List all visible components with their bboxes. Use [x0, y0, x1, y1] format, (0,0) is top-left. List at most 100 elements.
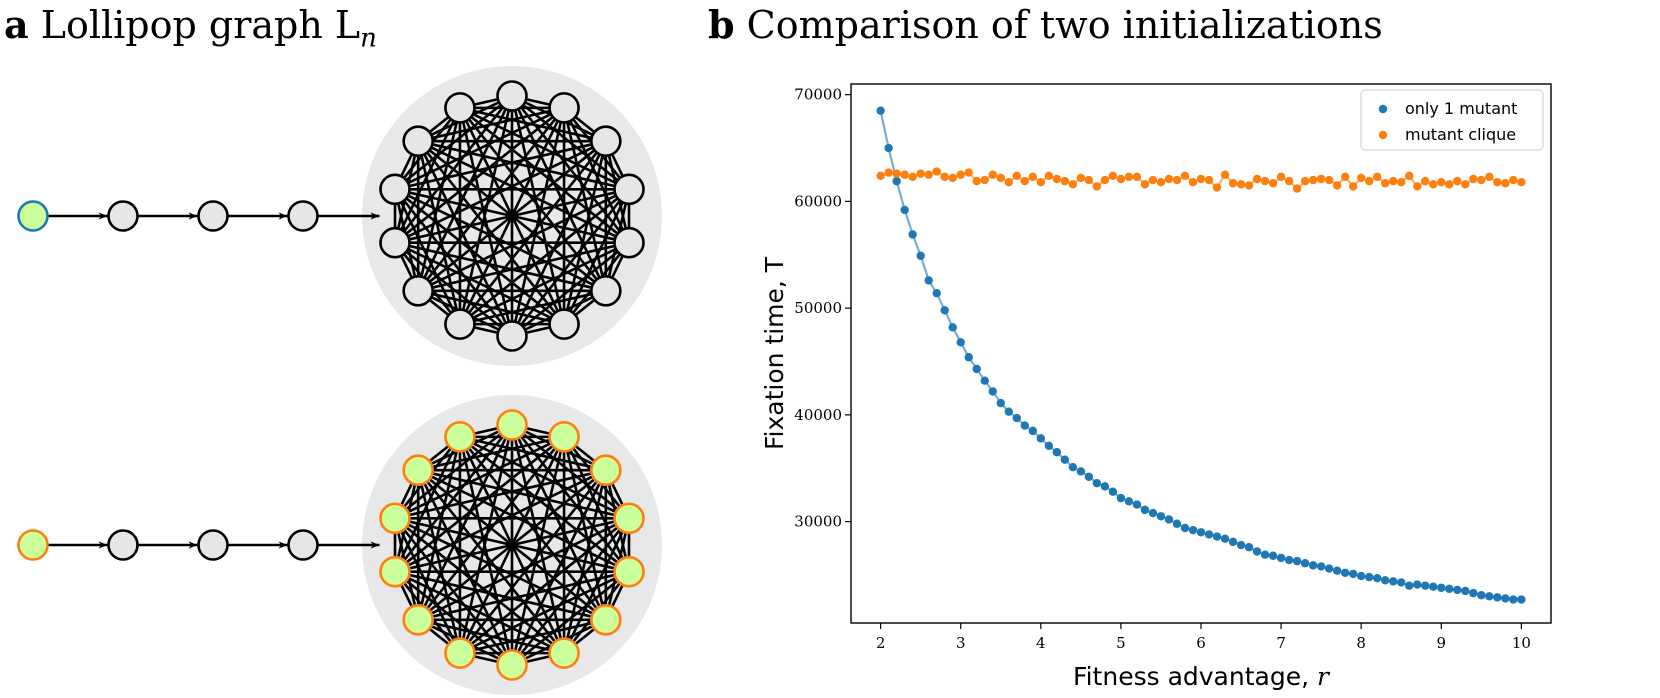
data-point [988, 387, 997, 396]
clique-edge [511, 423, 630, 520]
data-point [1124, 172, 1134, 182]
clique-edge [459, 435, 630, 573]
resident-path-node [287, 200, 319, 232]
clique-edge [393, 188, 514, 337]
data-point [892, 176, 901, 186]
data-point [1236, 180, 1246, 189]
series-mutant-clique [876, 167, 1526, 193]
x-tick-label: 7 [1276, 634, 1286, 652]
data-point [932, 167, 941, 176]
clique-edge [562, 517, 631, 654]
mutant-clique-node [379, 502, 411, 535]
clique-edge [416, 107, 462, 292]
panel-b-fixation-chart: b Comparison of two initializations 2 3 4 5… [708, 0, 1660, 698]
plot-frame [850, 83, 1552, 624]
clique-edge [417, 106, 565, 143]
x-axis-label-variable: r [1317, 662, 1331, 691]
resident-path-node [197, 529, 229, 561]
data-point [1036, 177, 1046, 187]
data-point [1364, 176, 1374, 186]
data-point [1132, 172, 1142, 182]
data-point [1116, 493, 1126, 503]
x-tick-label: 4 [1036, 634, 1046, 652]
data-point [1340, 568, 1350, 578]
data-point [1252, 174, 1262, 184]
x-tick-label: 8 [1356, 634, 1366, 652]
data-point [1413, 580, 1422, 589]
data-point [1485, 172, 1494, 182]
resident-clique-node [379, 173, 411, 206]
mutant-clique-node [402, 454, 434, 486]
clique-edge [459, 106, 630, 191]
data-point [1260, 550, 1270, 559]
legend-box [1360, 89, 1544, 151]
data-point [940, 306, 949, 315]
x-tick-label: 3 [956, 634, 966, 652]
clique-edge [459, 517, 630, 655]
data-point [1220, 170, 1230, 179]
clique-edge [394, 423, 513, 520]
clique-edge [562, 188, 631, 325]
clique-edge [417, 139, 630, 191]
clique-edge [562, 436, 631, 573]
data-point [1445, 584, 1454, 594]
data-point [916, 251, 925, 261]
data-point [1397, 177, 1406, 187]
data-point [1260, 176, 1270, 186]
data-point [1228, 537, 1238, 547]
data-point [1044, 171, 1054, 180]
clique-edge [394, 106, 565, 244]
clique-edge [458, 436, 514, 666]
data-point [1140, 180, 1150, 189]
clique-edge [459, 435, 630, 520]
clique-edge [510, 95, 607, 292]
resident-clique-node [444, 92, 476, 124]
data-point [1485, 592, 1494, 601]
data-point [1300, 559, 1310, 568]
panel-a-title-text: Lollipop graph L [40, 3, 361, 47]
data-point [1501, 594, 1510, 603]
data-point [1164, 174, 1174, 184]
resident-clique-node [496, 80, 528, 112]
data-point [1405, 581, 1414, 590]
data-point [1268, 551, 1278, 560]
data-point [980, 175, 989, 185]
mutant-clique-node [496, 409, 528, 441]
clique-edge [394, 517, 565, 655]
clique-edge [459, 106, 630, 244]
data-point [1140, 505, 1150, 515]
data-point [1453, 585, 1462, 595]
data-point [1012, 413, 1021, 423]
clique-edge [458, 436, 566, 654]
data-point [1316, 562, 1326, 571]
clique-edge [459, 289, 607, 326]
data-point [1276, 553, 1286, 563]
data-point [1132, 500, 1142, 509]
lollipop-graph-mutant-clique-init [17, 395, 662, 695]
data-point [1340, 172, 1350, 182]
data-point [900, 170, 909, 179]
legend-marker [1378, 104, 1388, 114]
data-point [1196, 174, 1206, 184]
data-point [1164, 515, 1174, 524]
y-tick-label: 60000 [794, 192, 842, 210]
x-tick-label: 5 [1116, 634, 1126, 652]
data-point [1148, 508, 1158, 518]
mutant-clique-node [613, 502, 645, 535]
data-point [1252, 547, 1262, 556]
mutant-clique-node [548, 637, 580, 669]
data-point [1180, 523, 1190, 533]
resident-path-node [107, 529, 139, 561]
data-point [908, 172, 917, 182]
data-point [1092, 182, 1102, 191]
clique-edge [459, 188, 630, 326]
data-point [1348, 182, 1358, 191]
data-point [988, 170, 997, 179]
data-point [1284, 555, 1294, 565]
mutant-clique-node [444, 421, 476, 453]
resident-clique-node [590, 275, 622, 307]
clique-edge [394, 188, 565, 326]
data-point [1084, 175, 1094, 185]
data-point [1020, 421, 1029, 430]
data-point [1204, 530, 1214, 539]
